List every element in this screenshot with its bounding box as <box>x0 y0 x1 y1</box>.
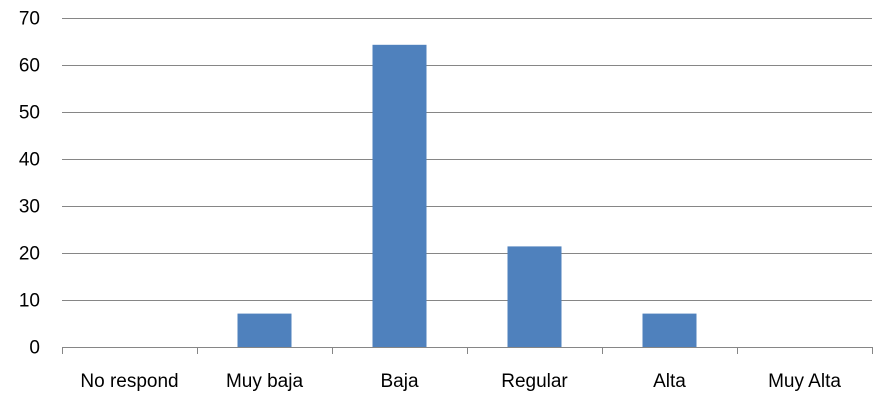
x-tick-label: Regular <box>501 371 568 392</box>
x-tick-label: Muy Alta <box>768 371 841 392</box>
y-tick-label: 60 <box>19 56 40 77</box>
x-tick-label: Muy baja <box>226 371 304 392</box>
x-axis <box>62 347 873 354</box>
y-tick-label: 70 <box>19 9 40 30</box>
y-tick-label: 50 <box>19 103 40 124</box>
y-gridlines <box>62 18 872 301</box>
y-axis-tick-labels: 0 10 20 30 40 50 60 70 <box>19 9 40 359</box>
x-tick-label: Baja <box>380 371 418 392</box>
bar-series <box>237 44 697 348</box>
y-tick-label: 10 <box>19 291 40 312</box>
bar-alta <box>642 313 697 347</box>
x-axis-tick-labels: No respond Muy baja Baja Regular Alta Muy Alt… <box>80 371 841 392</box>
y-tick-label: 30 <box>19 197 40 218</box>
y-tick-label: 0 <box>29 338 40 359</box>
bar-muy-baja <box>237 313 292 347</box>
y-tick-label: 40 <box>19 150 40 171</box>
x-tick-label: Alta <box>653 371 686 392</box>
bar-regular <box>507 246 562 347</box>
y-tick-label: 20 <box>19 244 40 265</box>
x-tick-label: No respond <box>80 371 178 392</box>
bar-baja <box>372 44 427 348</box>
